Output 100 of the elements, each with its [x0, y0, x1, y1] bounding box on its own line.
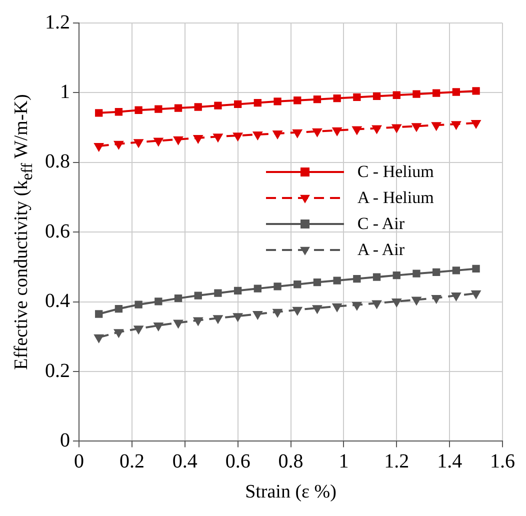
x-axis-title: Strain (ε %)	[245, 482, 336, 503]
point	[333, 276, 341, 284]
point	[194, 292, 202, 300]
point	[332, 303, 342, 312]
point	[372, 300, 382, 308]
legend-label: C - Helium	[357, 162, 434, 182]
point	[292, 306, 302, 315]
point	[154, 105, 162, 113]
point	[472, 120, 480, 128]
point	[233, 132, 242, 141]
y-tick-label: 0.2	[45, 360, 70, 382]
point	[312, 305, 322, 314]
point	[274, 282, 282, 290]
legend-label: C - Air	[357, 214, 405, 234]
x-tick-label: 1.6	[490, 450, 515, 472]
point	[353, 274, 361, 283]
point	[274, 98, 282, 106]
x-tick-label: 1.2	[384, 450, 410, 472]
point	[472, 264, 480, 273]
point	[253, 311, 262, 319]
point	[273, 308, 282, 317]
point	[392, 124, 402, 132]
point	[94, 143, 104, 152]
x-tick-label: 1.4	[437, 450, 462, 472]
point	[253, 132, 262, 140]
point	[134, 139, 144, 148]
x-tick-label: 0.6	[225, 450, 250, 472]
x-tick-label: 0	[74, 450, 84, 472]
point	[213, 134, 222, 142]
point	[352, 302, 362, 310]
point	[352, 126, 362, 134]
point	[412, 123, 421, 132]
point	[194, 317, 203, 326]
point	[372, 273, 381, 281]
legend-label: A - Air	[357, 240, 405, 260]
x-tick-label: 0.8	[278, 450, 304, 472]
y-tick-label: 0.6	[45, 220, 70, 242]
point	[134, 106, 142, 114]
x-tick-label: 0.2	[119, 450, 144, 472]
point	[372, 92, 381, 100]
point	[432, 89, 440, 97]
point	[452, 292, 461, 301]
point	[372, 125, 382, 134]
point	[234, 100, 242, 108]
point	[213, 315, 222, 324]
y-tick-label: 1	[60, 80, 70, 103]
point	[114, 140, 124, 149]
point	[234, 286, 242, 294]
point	[392, 271, 400, 280]
x-tick-label: 1	[338, 450, 349, 472]
point	[134, 300, 142, 308]
point	[174, 320, 183, 328]
point	[313, 278, 322, 286]
point	[95, 109, 103, 117]
point	[154, 138, 163, 146]
point	[174, 294, 182, 302]
point	[392, 91, 400, 99]
point	[194, 135, 203, 144]
point	[412, 270, 420, 278]
point	[312, 128, 322, 136]
point	[154, 322, 163, 330]
legend-label: A - Helium	[357, 188, 434, 208]
point	[292, 129, 302, 138]
point	[472, 290, 480, 298]
point	[134, 326, 144, 334]
point	[254, 284, 262, 292]
point	[313, 95, 322, 104]
point	[412, 90, 420, 98]
point	[95, 310, 103, 318]
point	[472, 87, 480, 95]
point	[254, 98, 262, 107]
point	[452, 266, 460, 274]
point	[114, 108, 123, 116]
point	[114, 304, 123, 313]
point	[333, 94, 341, 102]
point	[452, 88, 460, 96]
point	[94, 334, 104, 342]
point	[392, 298, 402, 306]
point	[432, 294, 441, 303]
point	[353, 93, 361, 102]
point	[174, 136, 183, 144]
point	[432, 122, 441, 130]
point	[214, 102, 222, 110]
point	[194, 103, 202, 111]
point	[154, 298, 162, 306]
point	[412, 296, 421, 305]
point	[432, 268, 440, 276]
point	[233, 313, 242, 322]
point	[273, 130, 282, 138]
point	[332, 127, 342, 136]
point	[294, 96, 302, 104]
point	[294, 280, 302, 288]
x-tick-label: 0.4	[172, 450, 198, 472]
y-tick-label: 0.4	[45, 290, 70, 312]
point	[214, 289, 222, 297]
y-tick-label: 0.8	[45, 150, 70, 173]
point	[114, 329, 124, 338]
y-tick-label: 1.2	[45, 11, 70, 34]
point	[452, 121, 461, 130]
y-tick-label: 0	[60, 429, 70, 452]
